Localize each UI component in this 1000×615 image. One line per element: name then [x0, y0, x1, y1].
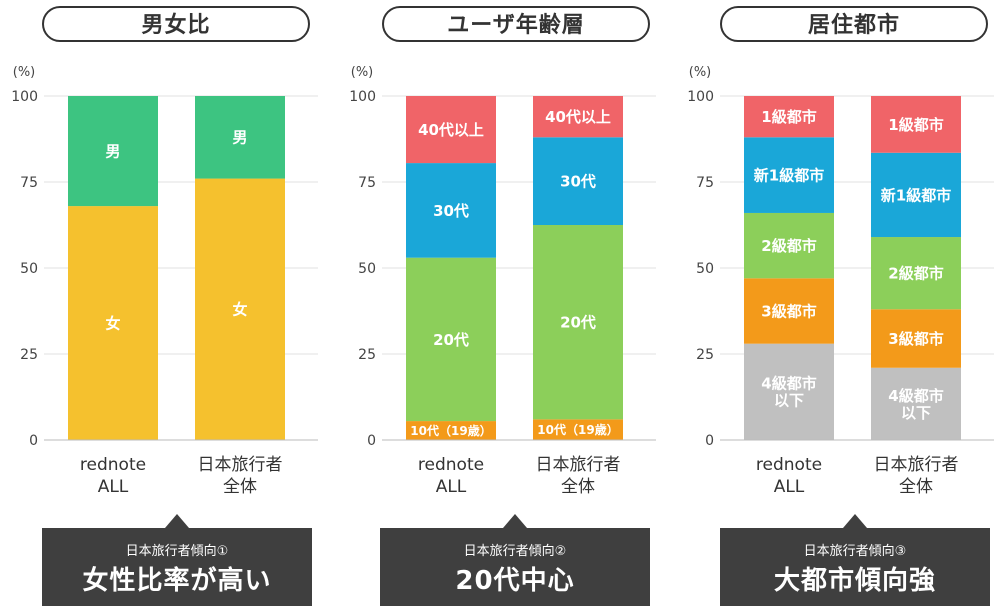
segment-label: 1級都市 [888, 116, 943, 134]
x-category-label: 日本旅行者全体 [874, 455, 959, 497]
segment-label: 1級都市 [761, 108, 816, 126]
x-category-label: 日本旅行者全体 [198, 455, 283, 497]
y-tick-label: 0 [705, 433, 714, 449]
bar-segment [406, 163, 496, 258]
panel-city: 居住都市 (%) 0 25 50 75 100 4級都市以下 3級都市 2級都市 新1級都市 1級都… [676, 0, 1000, 615]
insight-headline: 20代中心 [455, 566, 575, 596]
bar-segment [195, 96, 285, 179]
panel-title: 男女比 [42, 6, 310, 42]
segment-label: 4級都市以下 [888, 387, 943, 422]
insight-headline: 女性比率が高い [82, 566, 272, 596]
segment-label: 10代（19歳） [537, 422, 618, 437]
bar-segment [871, 309, 961, 368]
segment-label: 10代（19歳） [410, 423, 491, 438]
y-axis-unit-label: (%) [13, 65, 36, 80]
segment-label: 男 [105, 142, 120, 160]
bar-segment [406, 257, 496, 422]
y-axis-unit-label: (%) [689, 65, 712, 80]
segment-label: 新1級都市 [754, 167, 824, 185]
segment-label: 女 [105, 314, 120, 332]
bar-segment [871, 96, 961, 153]
bar-segment [871, 367, 961, 440]
segment-label: 20代 [560, 314, 596, 332]
x-category-label: rednote ALL [80, 455, 146, 497]
y-tick-label: 25 [20, 347, 38, 363]
segment-label: 2級都市 [761, 237, 816, 255]
bar-segment [68, 206, 158, 440]
insight-bubble: 日本旅行者傾向② 20代中心 [380, 514, 650, 606]
segment-label: 3級都市 [888, 330, 943, 348]
bar-segment [744, 96, 834, 138]
segment-label: 30代 [433, 202, 469, 220]
y-tick-label: 0 [367, 433, 376, 449]
bar-segment [871, 237, 961, 310]
segment-label: 男 [232, 129, 247, 147]
y-tick-label: 75 [358, 175, 376, 191]
bar-segment [195, 178, 285, 440]
city-tier-chart: (%) 0 25 50 75 100 4級都市以下 3級都市 2級都市 新1級都市 1級都市 redn… [687, 65, 994, 497]
bar-segment [533, 225, 623, 420]
bar-segment [533, 419, 623, 440]
segment-label: 30代 [560, 173, 596, 191]
x-category-label: rednote ALL [418, 455, 484, 497]
bar-segment [533, 96, 623, 138]
y-tick-label: 25 [358, 347, 376, 363]
bar-segment [68, 96, 158, 207]
insight-headline: 大都市傾向強 [773, 566, 936, 596]
insight-bubble: 日本旅行者傾向③ 大都市傾向強 [720, 514, 990, 606]
y-tick-label: 0 [29, 433, 38, 449]
y-tick-label: 25 [696, 347, 714, 363]
panel-title: 居住都市 [720, 6, 988, 42]
y-tick-label: 100 [11, 89, 38, 105]
y-tick-label: 50 [696, 261, 714, 277]
y-tick-label: 50 [358, 261, 376, 277]
bar-segment [871, 152, 961, 238]
segment-label: 女 [232, 301, 247, 319]
insight-bubble: 日本旅行者傾向① 女性比率が高い [42, 514, 312, 606]
panel-title: ユーザ年齢層 [382, 6, 650, 42]
x-category-label: rednote ALL [756, 455, 822, 497]
bar-segment [406, 421, 496, 440]
y-tick-label: 100 [349, 89, 376, 105]
bar-segment [533, 137, 623, 225]
y-tick-label: 75 [696, 175, 714, 191]
segment-label: 4級都市以下 [761, 375, 816, 410]
bar-segment [744, 278, 834, 344]
bar-segment [744, 137, 834, 213]
segment-label: 40代以上 [418, 121, 484, 139]
y-tick-label: 100 [687, 89, 714, 105]
x-category-label: 日本旅行者全体 [536, 455, 621, 497]
insight-subtitle: 日本旅行者傾向② [463, 544, 567, 559]
segment-label: 20代 [433, 331, 469, 349]
y-tick-label: 50 [20, 261, 38, 277]
segment-label: 3級都市 [761, 302, 816, 320]
segment-label: 2級都市 [888, 265, 943, 283]
y-tick-label: 75 [20, 175, 38, 191]
panel-age: ユーザ年齢層 (%) 0 25 50 75 100 10代（19歳） 20代 30代 40代以上 r… [338, 0, 668, 615]
bar-segment [744, 343, 834, 440]
segment-label: 新1級都市 [881, 186, 951, 204]
y-axis-unit-label: (%) [351, 65, 374, 80]
insight-subtitle: 日本旅行者傾向③ [803, 544, 907, 559]
insight-subtitle: 日本旅行者傾向① [125, 544, 229, 559]
age-group-chart: (%) 0 25 50 75 100 10代（19歳） 20代 30代 40代以上 rednote A… [349, 65, 656, 497]
panel-gender: 男女比 (%) 0 25 50 75 100 女 男 rednote ALL 女 男日本旅行者全体 日… [0, 0, 330, 615]
segment-label: 40代以上 [545, 108, 611, 126]
bar-segment [744, 212, 834, 279]
bar-segment [406, 96, 496, 164]
